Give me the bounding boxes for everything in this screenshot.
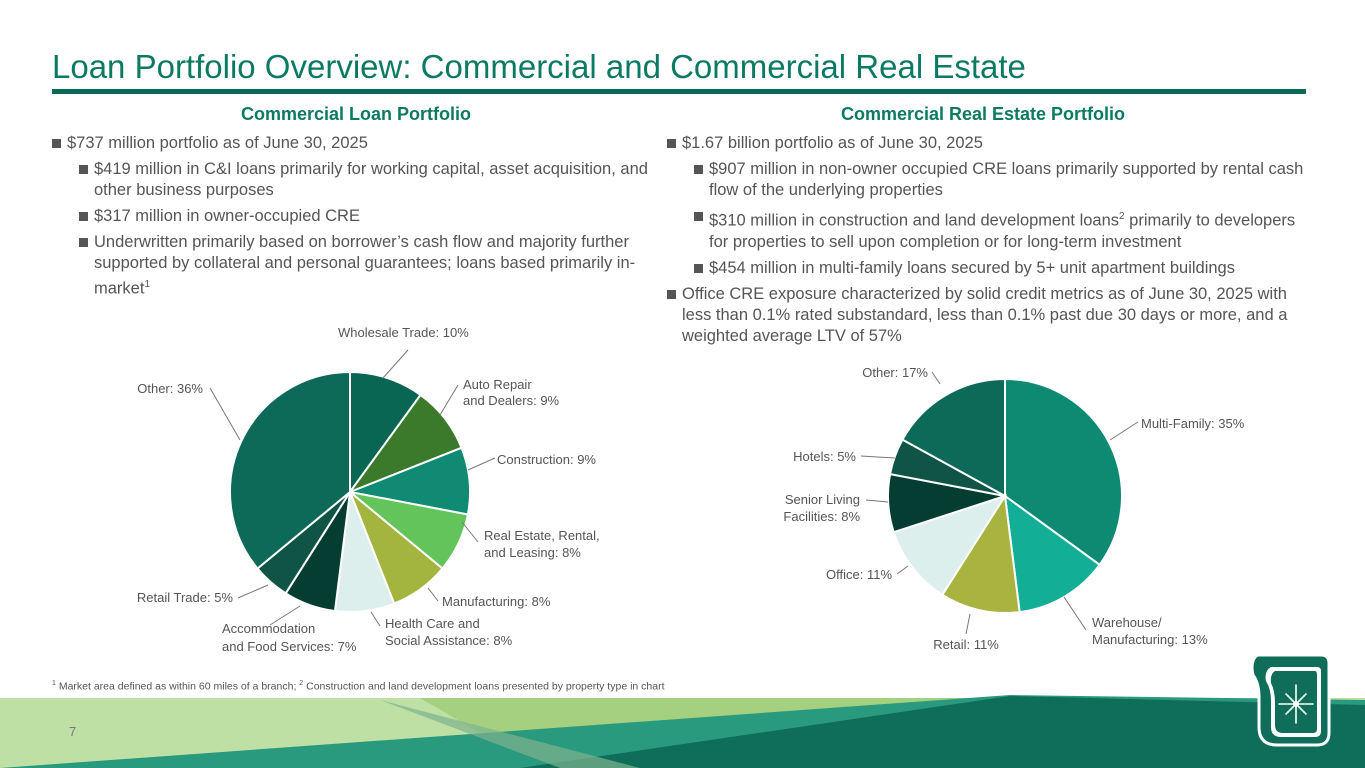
pie-slice-label: Manufacturing: 8% xyxy=(442,594,551,609)
pie-slice xyxy=(901,377,1006,498)
pie-leader-line xyxy=(382,349,409,379)
right-bullet-text: $907 million in non-owner occupied CRE l… xyxy=(709,160,1304,199)
right-bullet-1: $907 million in non-owner occupied CRE l… xyxy=(667,159,1307,201)
right-bullet-0: $1.67 billion portfolio as of June 30, 2… xyxy=(667,133,1307,154)
pie-slice-label: Auto Repair and Dealers: 9% xyxy=(463,377,560,408)
right-bullet-text: $1.67 billion portfolio as of June 30, 2… xyxy=(682,134,983,152)
pie-slice xyxy=(1003,493,1102,614)
left-bullet-footnote-marker: 1 xyxy=(144,279,150,290)
footnote-2-marker: 2 xyxy=(299,680,304,687)
pie-slice xyxy=(940,493,1021,614)
left-bullet-2: $317 million in owner-occupied CRE xyxy=(52,206,662,227)
right-bullet-3: $454 million in multi-family loans secur… xyxy=(667,258,1307,279)
pie-slice-label: Real Estate, Rental, and Leasing: 8% xyxy=(484,528,600,560)
pie-slice xyxy=(349,370,422,496)
bank-logo xyxy=(1251,653,1331,747)
right-bullet-text: Office CRE exposure characterized by sol… xyxy=(682,284,1288,345)
footnote: 1 Market area defined as within 60 miles… xyxy=(52,680,665,693)
right-bullet-2: $310 million in construction and land de… xyxy=(667,206,1307,253)
pie-slice-label: Wholesale Trade: 10% xyxy=(338,325,469,340)
title-underline xyxy=(52,89,1306,94)
right-bullet-text-continued: primarily to developers for properties t… xyxy=(709,211,1296,251)
pie-leader-line xyxy=(269,605,301,626)
left-bullet-3: Underwritten primarily based on borrower… xyxy=(52,232,662,300)
pie-slice-label: Multi-Family: 35% xyxy=(1141,416,1245,431)
left-bullet-0: $737 million portfolio as of June 30, 20… xyxy=(52,133,662,154)
pie-slice-label: Accommodation and Food Services: 7% xyxy=(222,621,357,654)
right-bullet-list: $1.67 billion portfolio as of June 30, 2… xyxy=(667,133,1307,352)
pie-slice-label: Other: 17% xyxy=(862,365,928,380)
pie-slice-label: Other: 36% xyxy=(137,381,203,396)
left-bullet-text: Underwritten primarily based on borrower… xyxy=(94,233,636,298)
right-bullet-footnote-marker: 2 xyxy=(1119,211,1125,222)
left-bullet-text: $317 million in owner-occupied CRE xyxy=(94,207,360,225)
left-column-heading: Commercial Loan Portfolio xyxy=(240,104,472,124)
pie-leader-line xyxy=(467,457,496,471)
pie-leader-line xyxy=(1109,421,1139,441)
pie-leader-line xyxy=(1063,596,1087,631)
pie-slice-label: Warehouse/Manufacturing: 13% xyxy=(1092,615,1208,647)
right-bullet-text: $454 million in multi-family loans secur… xyxy=(709,258,1235,277)
pie-leader-line xyxy=(896,565,909,575)
pie-leader-line xyxy=(860,455,896,459)
footnote-2-text: Construction and land development loans … xyxy=(303,680,665,693)
pie-slice-label: Construction: 9% xyxy=(497,452,596,467)
pie-slice-label: Office: 11% xyxy=(826,567,892,582)
footnote-1-marker: 1 xyxy=(52,680,56,687)
pie-leader-line xyxy=(370,611,381,627)
pie-slice-label: Retail: 11% xyxy=(933,637,999,652)
right-bullet-4: Office CRE exposure characterized by sol… xyxy=(667,284,1307,347)
footnote-1-text: Market area defined as within 60 miles o… xyxy=(55,680,300,693)
left-bullet-text: $737 million portfolio as of June 30, 20… xyxy=(67,134,368,152)
pie-leader-line xyxy=(461,521,479,543)
pie-slice xyxy=(892,494,1008,597)
pie-leader-line xyxy=(865,499,889,503)
left-bullet-text: $419 million in C&I loans primarily for … xyxy=(94,160,648,199)
pie-leader-line xyxy=(965,613,971,635)
pie-slice-label: Hotels: 5% xyxy=(793,449,856,464)
pie-slice-label: Retail Trade: 5% xyxy=(137,590,234,605)
pie-leader-line xyxy=(931,371,941,385)
left-bullet-list: $737 million portfolio as of June 30, 20… xyxy=(52,133,662,305)
right-bullet-text: $310 million in construction and land de… xyxy=(709,211,1120,230)
pie-leader-line xyxy=(427,587,439,602)
pie-leader-line xyxy=(237,584,269,599)
pie-slice-label: Senior Living Facilities: 8% xyxy=(783,492,860,524)
pie-slice xyxy=(1004,377,1123,567)
page-title: Loan Portfolio Overview: Commercial and … xyxy=(52,48,1026,85)
pie-slice-label: Health Care and Social Assistance: 8% xyxy=(385,616,513,648)
right-column-heading: Commercial Real Estate Portfolio xyxy=(840,104,1126,124)
pie-slice xyxy=(229,370,351,570)
pie-leader-line xyxy=(209,387,241,441)
left-bullet-1: $419 million in C&I loans primarily for … xyxy=(52,159,662,201)
pie-leader-line xyxy=(439,384,459,416)
page-number: 7 xyxy=(69,724,77,739)
